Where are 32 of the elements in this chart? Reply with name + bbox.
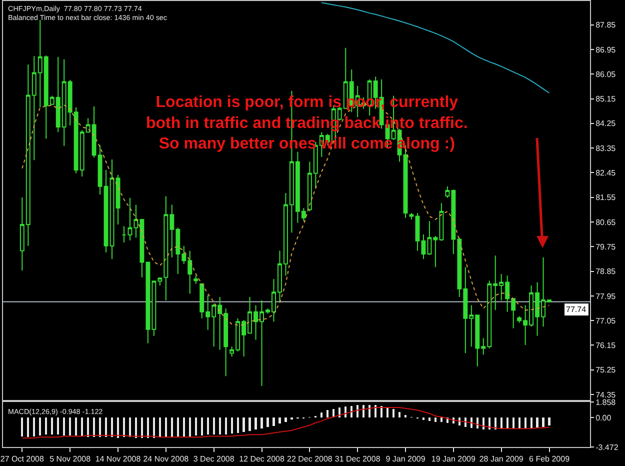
y-tick-label: 81.55 xyxy=(596,193,616,202)
x-tick-label: 19 Jan 2009 xyxy=(431,454,476,464)
y-tick-label: 74.35 xyxy=(596,390,616,400)
x-tick-label: 3 Dec 2008 xyxy=(193,454,235,464)
x-tick-label: 22 Dec 2008 xyxy=(286,454,333,464)
y-tick-label: 77.05 xyxy=(596,316,616,326)
y-tick-label: 77.95 xyxy=(596,292,616,301)
y-tick-label: 84.25 xyxy=(596,119,616,128)
y-tick-label: 86.95 xyxy=(596,45,616,54)
x-tick-label: 9 Jan 2009 xyxy=(386,454,426,464)
y-tick-label: 85.15 xyxy=(596,94,616,104)
x-tick-label: 6 Feb 2009 xyxy=(529,454,570,464)
y-tick-label: 78.85 xyxy=(596,267,616,276)
y-tick-label: 76.15 xyxy=(596,341,616,350)
x-tick-label: 14 Nov 2008 xyxy=(95,454,142,464)
y-tick-label: 79.75 xyxy=(596,242,616,252)
ref-line-label: 77.74 xyxy=(566,305,587,314)
x-tick-label: 28 Jan 2009 xyxy=(479,454,524,464)
y-tick-label: 0.00 xyxy=(596,413,612,422)
x-tick-label: 27 Oct 2008 xyxy=(0,454,45,464)
y-tick-label: 83.35 xyxy=(596,144,616,153)
y-tick-label: 75.25 xyxy=(596,366,616,375)
y-tick-label: 82.45 xyxy=(596,168,616,178)
y-tick-label: 86.05 xyxy=(596,70,616,79)
x-tick-label: 12 Dec 2008 xyxy=(239,454,285,464)
y-tick-label: -3.472 xyxy=(596,442,619,452)
x-tick-label: 31 Dec 2008 xyxy=(334,454,381,464)
y-tick-label: 80.65 xyxy=(596,218,616,227)
y-tick-label: 1.858 xyxy=(596,398,616,407)
x-tick-label: 5 Nov 2008 xyxy=(50,454,92,464)
x-tick-label: 24 Nov 2008 xyxy=(143,454,190,464)
y-tick-label: 87.85 xyxy=(596,20,616,30)
